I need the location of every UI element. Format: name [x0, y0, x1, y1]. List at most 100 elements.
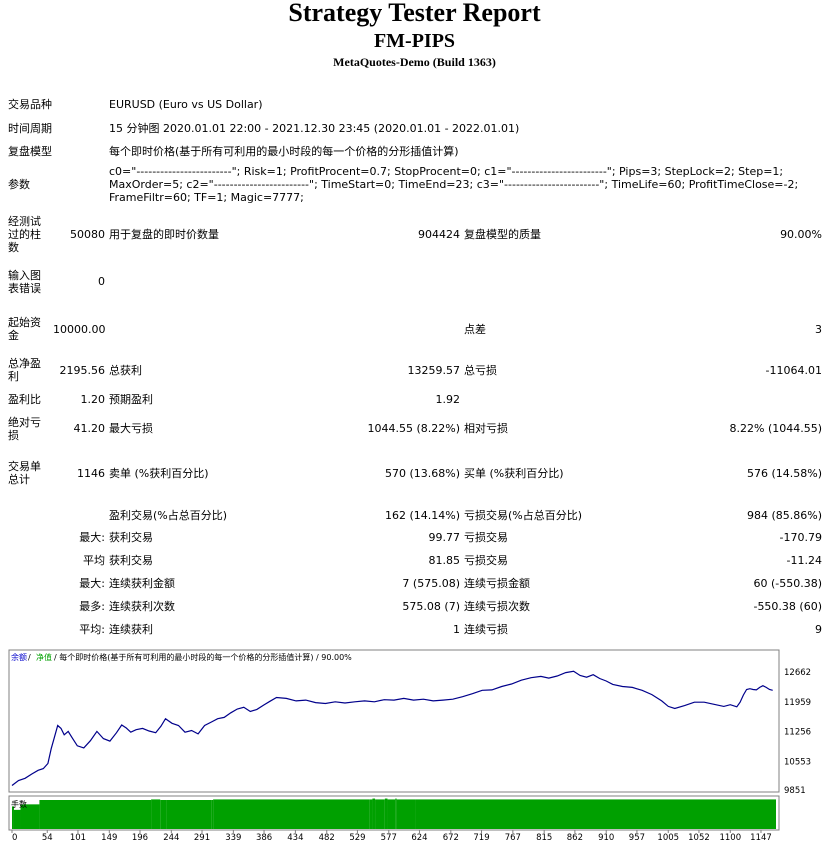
legend-balance: 余额 [11, 652, 27, 662]
x-tick-label: 101 [70, 833, 86, 843]
bars-label: 经测试过的柱数 [8, 215, 41, 254]
most-consec-label: 最多: [79, 600, 105, 613]
x-tick-label: 672 [443, 833, 459, 843]
lots-bar [372, 798, 376, 829]
legend-model-text: / 每个即时价格(基于所有可利用的最小时段的每一个价格的分形插值计算) / 90… [54, 652, 352, 662]
x-tick-label: 149 [101, 833, 117, 843]
win-label: 盈利交易(%占总百分比) [109, 508, 228, 522]
most-consec-win-value: 575.08 (7) [402, 600, 460, 613]
legend-separator: / [28, 653, 31, 662]
average-loss-value: -11.24 [786, 554, 823, 567]
avg-consec-loss-value: 9 [815, 623, 823, 636]
lots-bar [396, 799, 416, 829]
long-label: 买单 (%获利百分比) [464, 466, 564, 480]
period-label: 时间周期 [8, 121, 52, 135]
largest-win-label: 获利交易 [109, 531, 153, 544]
x-tick-label: 244 [163, 833, 179, 843]
x-tick-label: 957 [629, 833, 645, 843]
params-value: c0="------------------------"; Risk=1; P… [109, 165, 799, 204]
x-tick-label: 1147 [750, 833, 772, 843]
largest-loss-label: 亏损交易 [464, 531, 508, 544]
lots-bar [151, 799, 161, 829]
x-tick-label: 862 [567, 833, 583, 843]
short-label: 卖单 (%获利百分比) [109, 466, 209, 480]
lots-bar [160, 800, 167, 829]
average-win-value: 81.85 [428, 554, 461, 567]
period-value: 15 分钟图 2020.01.01 22:00 - 2021.12.30 23:… [109, 121, 520, 135]
quality-value: 90.00% [780, 228, 823, 241]
lots-bar [384, 798, 388, 829]
long-value: 576 (14.58%) [746, 466, 823, 480]
max-consec-loss-label: 连续亏损金额 [464, 577, 530, 590]
avg-consec-win-value: 1 [453, 623, 460, 636]
x-tick-label: 54 [42, 833, 53, 843]
win-value: 162 (14.14%) [384, 508, 460, 522]
gross-profit-label: 总获利 [109, 363, 142, 377]
model-value: 每个即时价格(基于所有可利用的最小时段的每一个价格的分形插值计算) [109, 144, 459, 158]
gross-loss-value: -11064.01 [765, 363, 823, 377]
lots-bar [213, 799, 370, 829]
average-loss-label: 亏损交易 [464, 554, 508, 567]
net-label: 总净盈利 [8, 357, 41, 383]
x-tick-label: 529 [349, 833, 365, 843]
x-tick-label: 386 [256, 833, 272, 843]
x-tick-label: 1005 [657, 833, 679, 843]
legend-equity: 净值 [36, 652, 52, 662]
trades-label: 交易单总计 [8, 460, 41, 486]
short-value: 570 (13.68%) [384, 466, 460, 480]
report-table: 交易品种 EURUSD (Euro vs US Dollar) 时间周期 15 … [6, 92, 824, 641]
x-tick-label: 196 [132, 833, 148, 843]
lots-bar [387, 799, 396, 829]
lots-bar [415, 799, 776, 829]
max-dd-value: 1044.55 (8.22%) [367, 422, 460, 435]
x-tick-label: 910 [598, 833, 614, 843]
x-tick-label: 1052 [688, 833, 710, 843]
net-value: 2195.56 [59, 363, 106, 377]
x-tick-label: 291 [194, 833, 210, 843]
spread-label: 点差 [464, 322, 486, 336]
largest-win-value: 99.77 [428, 531, 461, 544]
avg-consec-label: 平均: [79, 623, 105, 636]
deposit-label: 起始资金 [8, 316, 41, 342]
ticks-label: 用于复盘的即时价数量 [109, 228, 219, 241]
symbol-label: 交易品种 [8, 97, 52, 111]
deposit-value: 10000.00 [53, 322, 106, 336]
avg-consec-win-label: 连续获利 [109, 623, 153, 636]
lots-bar [369, 799, 373, 829]
x-tick-label: 482 [319, 833, 335, 843]
lots-bar [20, 804, 40, 829]
balance-chart: 12662 11959 11256 10553 9851 0 54 101 149 196 244… [8, 648, 822, 848]
most-consec-loss-label: 连续亏损次数 [464, 600, 530, 613]
chart-legend: 余额 / 净值 / 每个即时价格(基于所有可利用的最小时段的每一个价格的分形插值… [11, 652, 352, 662]
lots-bar [166, 800, 212, 829]
symbol-value: EURUSD (Euro vs US Dollar) [109, 97, 263, 111]
model-label: 复盘模型 [8, 144, 52, 158]
most-consec-loss-value: -550.38 (60) [753, 600, 823, 613]
max-consec-label: 最大: [79, 577, 105, 590]
errors-label: 输入图表错误 [8, 268, 41, 295]
largest-label: 最大: [79, 531, 105, 544]
lots-label: 手数 [11, 799, 27, 809]
balance-pane [8, 649, 780, 793]
pf-value: 1.20 [80, 392, 106, 406]
max-consec-win-value: 7 (575.08) [402, 577, 460, 590]
abs-dd-label: 绝对亏损 [8, 415, 41, 442]
y-tick-label: 9851 [784, 786, 806, 796]
lots-bar [375, 799, 385, 829]
server-build: MetaQuotes-Demo (Build 1363) [333, 55, 496, 69]
average-label: 平均 [83, 554, 105, 567]
y-tick-label: 12662 [784, 668, 811, 678]
expert-name: FM-PIPS [373, 30, 456, 52]
x-tick-label: 767 [505, 833, 521, 843]
most-consec-win-label: 连续获利次数 [109, 600, 175, 613]
x-tick-label: 719 [473, 833, 489, 843]
lots-bar [395, 798, 397, 829]
rel-dd-value: 8.22% (1044.55) [729, 422, 823, 435]
x-tick-label: 0 [12, 833, 17, 843]
errors-value: 0 [98, 275, 105, 288]
ticks-value: 904424 [418, 228, 460, 241]
balance-line [11, 670, 773, 786]
x-tick-label: 339 [225, 833, 241, 843]
abs-dd-value: 41.20 [73, 422, 106, 435]
quality-label: 复盘模型的质量 [464, 228, 541, 241]
